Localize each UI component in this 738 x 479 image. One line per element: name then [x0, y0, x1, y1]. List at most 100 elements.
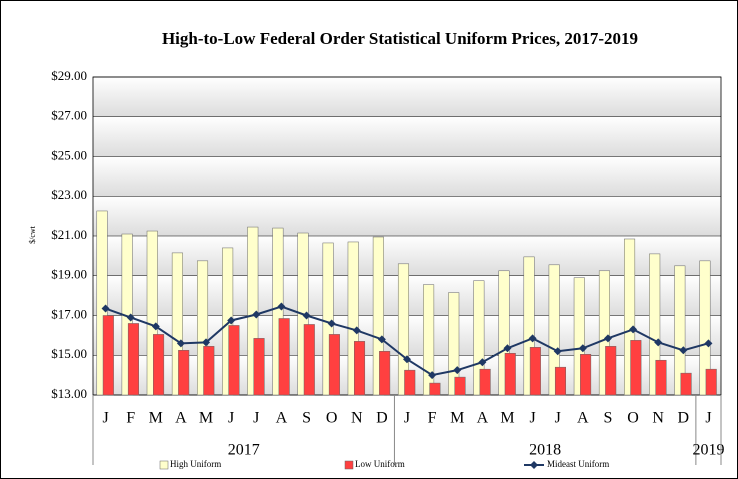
marker: [101, 304, 110, 313]
bar: [624, 238, 636, 396]
bar: [448, 292, 460, 396]
legend-swatch: [159, 460, 169, 470]
marker: [503, 344, 512, 353]
legend-label: High Uniform: [170, 459, 221, 469]
bar: [649, 253, 661, 396]
bar: [247, 226, 259, 396]
bar: [605, 346, 617, 396]
x-tick-label: J: [705, 410, 711, 427]
x-tick-label: O: [326, 410, 338, 427]
group-label: 2019: [692, 442, 724, 459]
x-tick-label: A: [276, 410, 288, 427]
bar: [127, 323, 139, 396]
bar: [523, 256, 535, 396]
marker: [377, 335, 386, 344]
bar: [96, 210, 108, 396]
bar: [548, 264, 560, 396]
marker: [428, 371, 437, 380]
bar: [429, 382, 441, 396]
bar: [253, 338, 265, 396]
marker: [453, 366, 462, 375]
bar: [473, 280, 485, 396]
bar: [630, 340, 642, 396]
bar: [404, 369, 416, 396]
bar: [372, 236, 384, 396]
legend-label: Mideast Uniform: [547, 459, 609, 469]
bar: [146, 230, 158, 396]
legend-marker: [530, 461, 538, 469]
bar: [573, 277, 585, 396]
y-tick-label: $15.00: [51, 346, 87, 361]
x-tick-label: J: [404, 410, 410, 427]
x-tick-label: D: [376, 410, 388, 427]
x-tick-label: M: [199, 410, 213, 427]
plot-band: [93, 196, 721, 236]
marker: [302, 311, 311, 320]
x-tick-label: S: [604, 410, 613, 427]
bar: [178, 350, 190, 396]
y-tick-label: $27.00: [51, 108, 87, 123]
marker: [478, 358, 487, 367]
bar: [680, 372, 692, 396]
bar: [347, 241, 359, 396]
bar: [498, 270, 510, 396]
x-tick-label: F: [428, 410, 437, 427]
y-tick-label: $13.00: [51, 386, 87, 401]
y-axis-label: $/cwt: [28, 225, 37, 244]
bar: [102, 315, 114, 396]
marker: [704, 339, 713, 348]
bar: [303, 324, 315, 396]
marker: [151, 322, 160, 331]
marker: [403, 355, 411, 364]
marker: [679, 346, 688, 355]
bar: [153, 334, 165, 396]
bar: [203, 346, 215, 396]
x-tick-label: J: [228, 410, 234, 427]
x-tick-label: S: [302, 410, 311, 427]
bar: [228, 325, 240, 396]
bar: [705, 368, 717, 396]
bar: [272, 227, 284, 396]
group-label: 2018: [529, 442, 561, 459]
x-tick-label: J: [102, 410, 108, 427]
group-label: 2017: [228, 442, 260, 459]
legend-label: Low Uniform: [355, 459, 405, 469]
x-tick-label: J: [253, 410, 259, 427]
marker: [352, 326, 361, 335]
bar: [379, 351, 391, 396]
marker: [126, 313, 135, 322]
marker: [227, 316, 236, 325]
marker: [176, 339, 185, 348]
marker: [654, 338, 663, 347]
x-tick-label: A: [175, 410, 187, 427]
bar: [479, 368, 491, 396]
bar: [322, 242, 334, 396]
bar: [598, 270, 610, 396]
marker: [202, 338, 211, 347]
x-tick-label: M: [500, 410, 514, 427]
bar: [529, 347, 541, 396]
marker: [553, 347, 562, 356]
marker: [629, 325, 638, 334]
x-tick-label: D: [678, 410, 690, 427]
y-tick-label: $29.00: [51, 68, 87, 83]
bar: [674, 265, 686, 396]
bar: [554, 366, 567, 396]
y-tick-label: $23.00: [51, 187, 87, 202]
x-tick-label: N: [351, 410, 363, 427]
marker: [252, 310, 261, 319]
bar: [699, 260, 711, 396]
legend-swatch: [344, 460, 354, 470]
bar: [423, 284, 435, 396]
bar: [278, 318, 290, 396]
y-tick-label: $25.00: [51, 147, 87, 162]
plot-band: [93, 156, 721, 197]
bar: [504, 353, 516, 396]
x-tick-label: M: [450, 410, 464, 427]
x-tick-label: J: [555, 410, 561, 427]
bar: [454, 376, 466, 396]
bar: [171, 252, 183, 396]
marker: [327, 319, 336, 328]
plot-band: [93, 77, 721, 117]
